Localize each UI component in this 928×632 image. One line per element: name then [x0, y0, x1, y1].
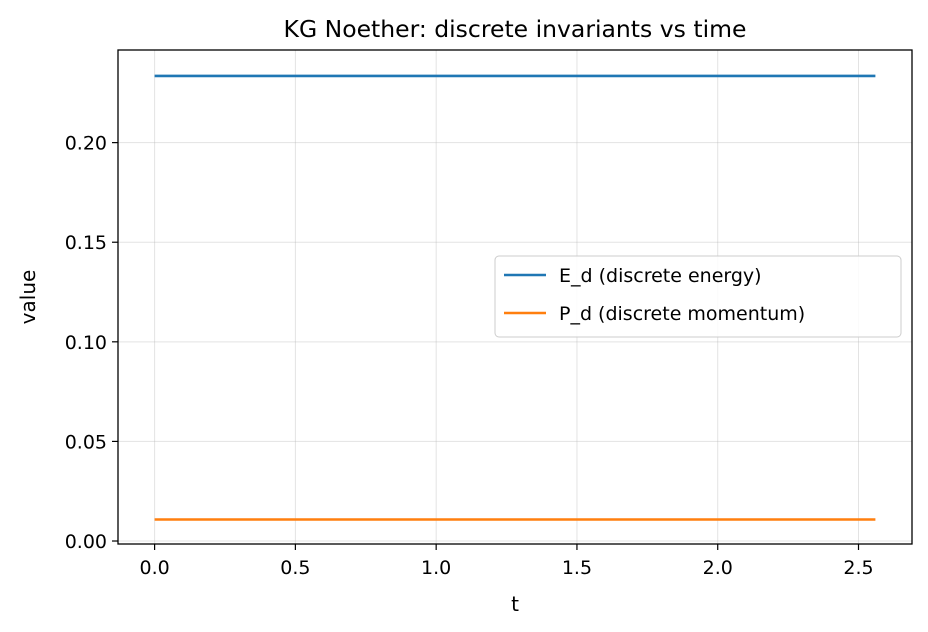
chart-title: KG Noether: discrete invariants vs time — [284, 15, 747, 43]
y-tick-label: 0.05 — [65, 431, 107, 453]
legend-label-momentum: P_d (discrete momentum) — [559, 303, 805, 325]
x-tick-label: 1.5 — [562, 557, 592, 579]
y-tick-label: 0.15 — [65, 232, 107, 254]
grid — [118, 50, 912, 544]
y-axis-label: value — [16, 270, 40, 325]
x-tick-label: 0.0 — [139, 557, 169, 579]
y-tick-label: 0.00 — [65, 531, 107, 553]
y-tick-label: 0.10 — [65, 332, 107, 354]
ticks: 0.0 0.5 1.0 1.5 2.0 2.5 0.00 0.05 0.10 0.15 0.20 — [65, 133, 874, 579]
y-tick-label: 0.20 — [65, 133, 107, 155]
series-lines — [154, 74, 876, 521]
x-axis-label: t — [511, 592, 519, 616]
legend-label-energy: E_d (discrete energy) — [559, 265, 762, 287]
legend: E_d (discrete energy) P_d (discrete mome… — [494, 255, 902, 338]
legend-box — [494, 255, 902, 338]
x-tick-label: 0.5 — [280, 557, 310, 579]
x-tick-label: 1.0 — [421, 557, 451, 579]
x-tick-label: 2.0 — [703, 557, 733, 579]
x-tick-label: 2.5 — [843, 557, 873, 579]
plot-frame — [117, 49, 913, 545]
